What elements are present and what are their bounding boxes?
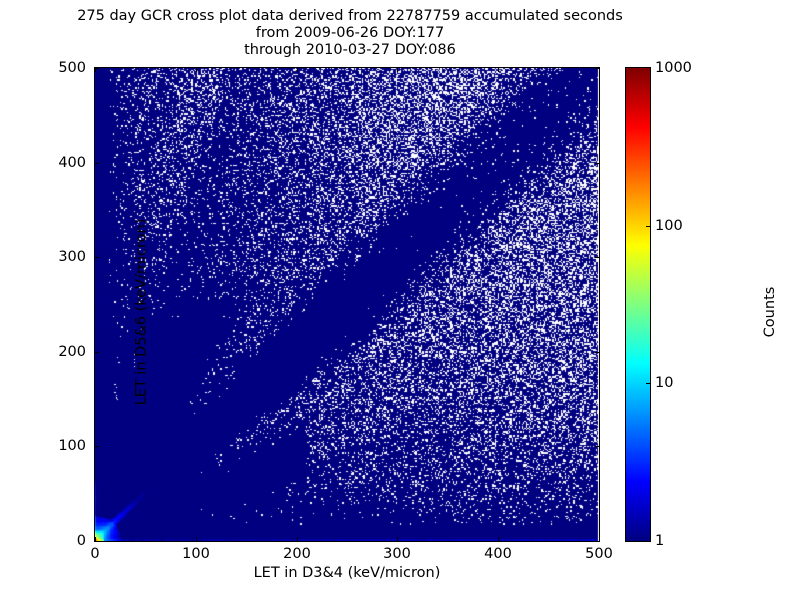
plot-title: 275 day GCR cross plot data derived from… [0,8,700,59]
x-tick-label: 100 [182,546,210,562]
y-tick-label: 0 [76,533,86,549]
x-tick-mark [397,537,398,541]
y-tick-mark [95,352,99,353]
colorbar-tick-label: 100 [655,218,683,234]
x-tick-label: 400 [484,546,512,562]
y-tick-mark-right [595,68,599,69]
colorbar-tick-mark [646,383,650,384]
y-tick-mark [95,446,99,447]
x-tick-mark [196,537,197,541]
y-tick-mark [95,257,99,258]
colorbar [625,67,651,542]
x-tick-mark-top [599,68,600,72]
scatter-plot-area [94,67,600,542]
title-line-1: 275 day GCR cross plot data derived from… [77,8,623,24]
x-tick-mark-top [196,68,197,72]
x-axis-label: LET in D3&4 (keV/micron) [253,565,441,581]
x-tick-mark-top [297,68,298,72]
x-tick-mark-top [397,68,398,72]
colorbar-tick-label: 10 [655,375,674,391]
y-tick-label: 500 [58,60,86,76]
x-tick-mark [297,537,298,541]
colorbar-label: Counts [762,286,778,338]
x-tick-label: 300 [383,546,411,562]
x-tick-label: 200 [283,546,311,562]
x-tick-label: 500 [585,546,613,562]
y-tick-label: 300 [58,249,86,265]
y-tick-label: 100 [58,438,86,454]
x-tick-mark [599,537,600,541]
y-tick-mark-right [595,163,599,164]
y-tick-mark-right [595,352,599,353]
y-tick-label: 200 [58,344,86,360]
y-tick-mark [95,68,99,69]
x-tick-mark [95,537,96,541]
gcr-cross-plot-heatmap [95,68,599,541]
colorbar-tick-label: 1000 [655,60,692,76]
colorbar-tick-mark [646,226,650,227]
x-tick-label: 0 [90,546,100,562]
y-tick-mark-right [595,541,599,542]
y-tick-mark-right [595,257,599,258]
colorbar-gradient [626,68,650,541]
x-tick-mark [498,537,499,541]
y-tick-mark [95,541,99,542]
title-line-3: through 2010-03-27 DOY:086 [244,42,456,58]
title-line-2: from 2009-06-26 DOY:177 [255,25,445,41]
y-tick-mark [95,163,99,164]
x-tick-mark-top [95,68,96,72]
y-tick-label: 400 [58,155,86,171]
y-tick-mark-right [595,446,599,447]
x-tick-mark-top [498,68,499,72]
colorbar-tick-label: 1 [655,533,665,549]
y-axis-label: LET in D5&6 (keV/micron) [133,218,150,406]
